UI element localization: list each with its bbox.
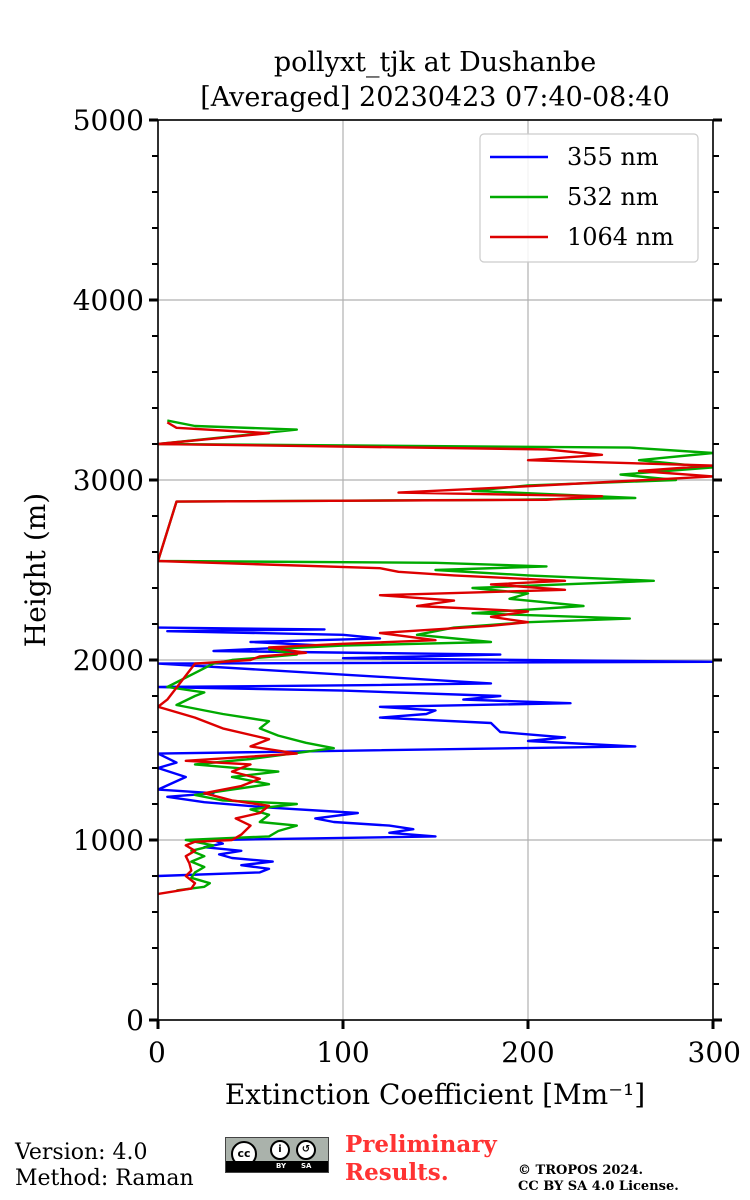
x-tick-label: 300: [688, 1036, 741, 1069]
x-tick-label: 0: [148, 1036, 166, 1069]
preliminary-results-note: Preliminary Results.: [345, 1131, 497, 1187]
x-axis-label: Extinction Coefficient [Mm⁻¹]: [225, 1078, 645, 1111]
preliminary-line-2: Results.: [345, 1159, 449, 1186]
extinction-chart: 0 1000 2000 3000 4000 5000 0 100 200 300 pollyxt_…: [19, 47, 741, 1111]
plot-frame: [157, 119, 714, 1021]
y-tick-label: 3000: [73, 464, 144, 497]
sa-label: SA: [301, 1162, 312, 1170]
copyright-line-2: CC BY SA 4.0 License.: [518, 1179, 679, 1194]
cc-by-sa-icon: cc i ↺ BY SA: [225, 1137, 329, 1173]
series-line-1064-nm: [158, 421, 713, 896]
by-label: BY: [276, 1162, 287, 1170]
legend-label-355: 355 nm: [567, 143, 659, 171]
y-tick-label: 0: [126, 1004, 144, 1037]
legend-label-1064: 1064 nm: [567, 223, 674, 251]
copyright-line-1: © TROPOS 2024.: [518, 1163, 644, 1178]
legend: 355 nm 532 nm 1064 nm: [479, 133, 699, 263]
by-icon: i: [270, 1140, 290, 1160]
y-tick-label: 4000: [73, 284, 144, 317]
chart-title-line-2: [Averaged] 20230423 07:40-08:40: [200, 82, 670, 113]
method-text: Method: Raman: [15, 1166, 194, 1191]
legend-box: [479, 133, 699, 263]
chart-title-line-1: pollyxt_tjk at Dushanbe: [274, 47, 596, 78]
copyright-note: © TROPOS 2024. CC BY SA 4.0 License.: [518, 1163, 679, 1195]
series-line-355-nm: [158, 626, 713, 878]
x-tick-label: 200: [501, 1036, 554, 1069]
axis-ticks: 0 1000 2000 3000 4000 5000 0 100 200 300: [73, 104, 741, 1069]
series-lines: [158, 419, 713, 896]
badge-band: [226, 1161, 328, 1172]
version-text: Version: 4.0: [15, 1140, 148, 1165]
y-tick-label: 5000: [73, 104, 144, 137]
sa-icon: ↺: [296, 1140, 316, 1160]
y-tick-label: 2000: [73, 644, 144, 677]
preliminary-line-1: Preliminary: [345, 1131, 497, 1158]
x-tick-label: 100: [316, 1036, 369, 1069]
series-line-532-nm: [158, 419, 713, 892]
legend-label-532: 532 nm: [567, 183, 659, 211]
y-tick-label: 1000: [73, 824, 144, 857]
y-axis-label: Height (m): [19, 493, 52, 647]
